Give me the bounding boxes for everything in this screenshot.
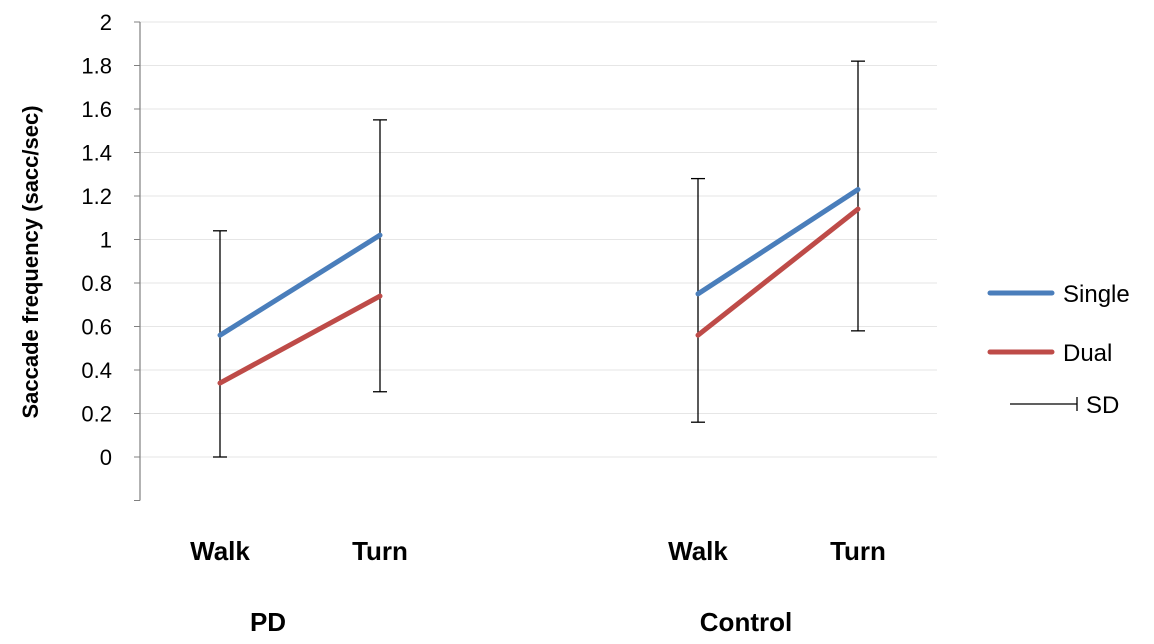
y-tick-label-3: 0.6 [81, 315, 112, 340]
y-tick-label-4: 0.8 [81, 271, 112, 296]
y-tick-label-7: 1.4 [81, 141, 112, 166]
category-label-pd-turn: Turn [352, 536, 408, 566]
series-lines [217, 186, 861, 386]
group-labels: PD Control [250, 607, 792, 637]
group-label-control: Control [700, 607, 792, 637]
legend-label-single: Single [1063, 281, 1130, 308]
legend-item-dual: Dual [987, 340, 1112, 367]
series-line-dual-pd [217, 293, 383, 386]
series-line-single-control [695, 186, 861, 297]
group-label-pd: PD [250, 607, 286, 637]
legend-item-sd: SD [1010, 392, 1119, 419]
sd-bar-control-walk [691, 177, 705, 423]
y-tick-label-0: 0 [100, 445, 112, 470]
y-tick-label-6: 1.2 [81, 184, 112, 209]
category-label-control-turn: Turn [830, 536, 886, 566]
category-label-pd-walk: Walk [190, 536, 250, 566]
category-labels: Walk Turn Walk Turn [190, 536, 886, 566]
gridlines [140, 21, 937, 458]
series-line-single-pd [217, 232, 383, 338]
y-tick-label-8: 1.6 [81, 97, 112, 122]
category-label-control-walk: Walk [668, 536, 728, 566]
y-tick-label-2: 0.4 [81, 358, 112, 383]
sd-bar-pd-turn [373, 119, 387, 393]
y-axis [134, 21, 141, 501]
legend-label-dual: Dual [1063, 340, 1112, 367]
legend: Single Dual SD [987, 281, 1130, 419]
legend-label-sd: SD [1086, 392, 1119, 419]
sd-error-bars [213, 60, 865, 458]
y-tick-label-5: 1 [100, 228, 112, 253]
legend-item-single: Single [987, 281, 1130, 308]
y-tick-labels: 0 0.2 0.4 0.6 0.8 1 1.2 1.4 1.6 1.8 2 [81, 10, 112, 470]
y-tick-label-9: 1.8 [81, 54, 112, 79]
y-axis-label: Saccade frequency (sacc/sec) [18, 105, 43, 418]
series-line-dual-control [695, 206, 861, 338]
sd-bar-pd-walk [213, 230, 227, 458]
y-tick-label-10: 2 [100, 10, 112, 35]
y-tick-label-1: 0.2 [81, 402, 112, 427]
sd-bar-control-turn [851, 60, 865, 332]
